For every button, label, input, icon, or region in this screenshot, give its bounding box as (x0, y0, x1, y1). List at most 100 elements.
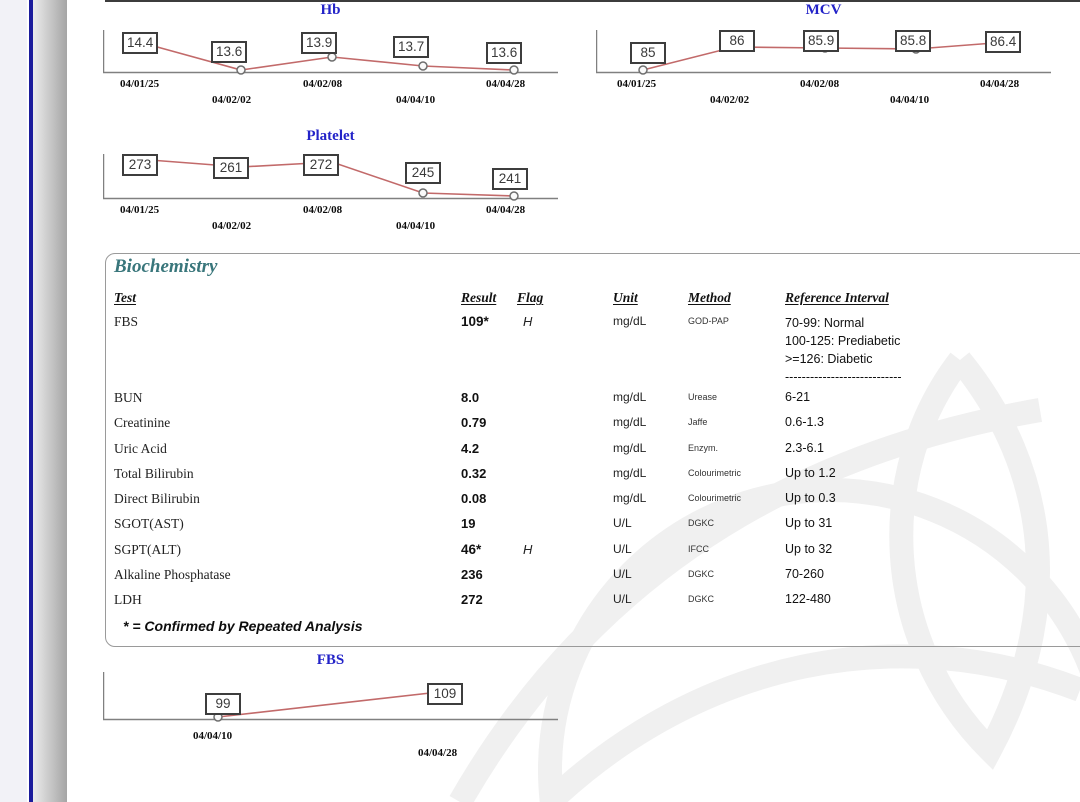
cell-result: 0.32 (461, 466, 487, 481)
cell-test: FBS (114, 314, 139, 329)
value-box: 13.7 (393, 36, 430, 58)
date-label: 04/02/08 (303, 204, 343, 216)
page-edge-shadow (33, 0, 67, 802)
cell-method: DGKC (688, 569, 715, 579)
reference-line: >=126: Diabetic (785, 352, 873, 366)
column-header-reference: Reference Interval (785, 290, 889, 305)
fbs-plot (103, 672, 558, 722)
trend-line (217, 690, 449, 718)
cell-method: Urease (688, 392, 718, 402)
cell-test: Total Bilirubin (114, 466, 194, 481)
table-row-fbs: FBS 109* H mg/dL GOD-PAP 70-99: Normal 1… (114, 314, 1080, 386)
date-label: 04/04/10 (193, 730, 233, 742)
date-label: 04/04/28 (418, 747, 458, 759)
cell-reference: 70-99: Normal 100-125: Prediabetic >=126… (785, 314, 1080, 386)
date-label: 04/02/08 (800, 78, 840, 90)
value-box: 241 (492, 168, 528, 190)
cell-method: GOD-PAP (688, 316, 729, 326)
cell-result: 272 (461, 592, 483, 607)
page-margin-gap (27, 0, 29, 802)
cell-method: Colourimetric (688, 493, 742, 503)
cell-result: 19 (461, 516, 476, 531)
section-divider-line (105, 0, 1080, 2)
value-box: 245 (405, 162, 441, 184)
table-row: Creatinine 0.79 mg/dL Jaffe 0.6-1.3 (114, 415, 1080, 431)
value-box: 273 (122, 154, 158, 176)
date-label: 04/01/25 (120, 78, 160, 90)
page-margin-strip (0, 0, 27, 802)
chart-title: FBS (316, 652, 345, 668)
footnote: * = Confirmed by Repeated Analysis (123, 618, 363, 634)
cell-test: Direct Bilirubin (114, 491, 200, 506)
table-row: Alkaline Phosphatase 236 U/L DGKC 70-260 (114, 567, 1080, 583)
date-label: 04/02/02 (710, 94, 750, 106)
axis-lines (103, 672, 558, 721)
cell-method: IFCC (688, 544, 709, 554)
cell-result: 0.79 (461, 415, 487, 430)
value-box: 85.9 (803, 30, 840, 52)
data-marker (327, 52, 337, 62)
value-box: 13.6 (486, 42, 523, 64)
value-box: 261 (213, 157, 249, 179)
axis-lines (103, 30, 558, 74)
cell-result: 0.08 (461, 491, 487, 506)
table-row: Uric Acid 4.2 mg/dL Enzym. 2.3-6.1 (114, 441, 1080, 457)
cell-result: 236 (461, 567, 483, 582)
table-row: SGPT(ALT) 46* H U/L IFCC Up to 32 (114, 542, 1080, 558)
value-box: 85 (630, 42, 666, 64)
cell-test: LDH (114, 592, 142, 607)
data-marker (509, 191, 519, 201)
data-marker (509, 65, 519, 75)
chart-title: MCV (805, 2, 842, 18)
table-row: Direct Bilirubin 0.08 mg/dL Colourimetri… (114, 491, 1080, 507)
value-box: 85.8 (895, 30, 932, 52)
cell-reference: Up to 1.2 (785, 466, 836, 480)
value-box: 272 (303, 154, 339, 176)
value-box: 86 (719, 30, 755, 52)
date-label: 04/04/10 (890, 94, 930, 106)
value-box: 86.4 (985, 31, 1022, 53)
cell-reference: Up to 31 (785, 516, 833, 530)
value-box: 109 (427, 683, 463, 705)
date-label: 04/04/10 (396, 94, 436, 106)
hb-chart: Hb 14.4 13.6 13.9 13.7 13.6 04/01/25 04/… (103, 2, 558, 106)
cell-result: 46* (461, 542, 482, 557)
value-box: 14.4 (122, 32, 159, 54)
table-row: BUN 8.0 mg/dL Urease 6-21 (114, 390, 1080, 406)
table-header-row: Test Result Flag Unit Method Reference I… (114, 290, 1080, 306)
section-title: Biochemistry (114, 256, 218, 277)
date-label: 04/04/28 (486, 78, 526, 90)
date-label: 04/04/28 (980, 78, 1020, 90)
date-label: 04/01/25 (120, 204, 160, 216)
column-header-unit: Unit (613, 290, 638, 305)
cell-reference: Up to 0.3 (785, 491, 836, 505)
reference-divider: ---------------------------- (785, 370, 902, 384)
cell-reference: Up to 32 (785, 542, 833, 556)
reference-line: 70-99: Normal (785, 316, 865, 330)
cell-unit: mg/dL (613, 466, 647, 480)
cell-method: DGKC (688, 594, 715, 604)
cell-test: SGOT(AST) (114, 516, 184, 531)
cell-test: Alkaline Phosphatase (114, 567, 231, 582)
cell-test: Uric Acid (114, 441, 167, 456)
value-box: 13.9 (301, 32, 338, 54)
column-header-test: Test (114, 290, 137, 305)
cell-flag: H (523, 314, 533, 329)
date-label: 04/02/02 (212, 220, 252, 232)
value-box: 99 (205, 693, 241, 715)
biochemistry-section: Biochemistry Test Result Flag Unit Metho… (105, 253, 1080, 647)
cell-unit: U/L (613, 542, 632, 556)
cell-test: BUN (114, 390, 143, 405)
axis-lines (596, 30, 1051, 74)
column-header-method: Method (688, 290, 731, 305)
data-marker (638, 65, 648, 75)
platelet-chart: Platelet 273 261 272 245 241 04/01/25 04… (103, 128, 558, 232)
reference-line: 100-125: Prediabetic (785, 334, 901, 348)
column-header-result: Result (461, 290, 497, 305)
cell-method: Enzym. (688, 443, 719, 453)
cell-reference: 2.3-6.1 (785, 441, 824, 455)
cell-result: 4.2 (461, 441, 480, 456)
cell-result: 8.0 (461, 390, 480, 405)
date-label: 04/01/25 (617, 78, 657, 90)
